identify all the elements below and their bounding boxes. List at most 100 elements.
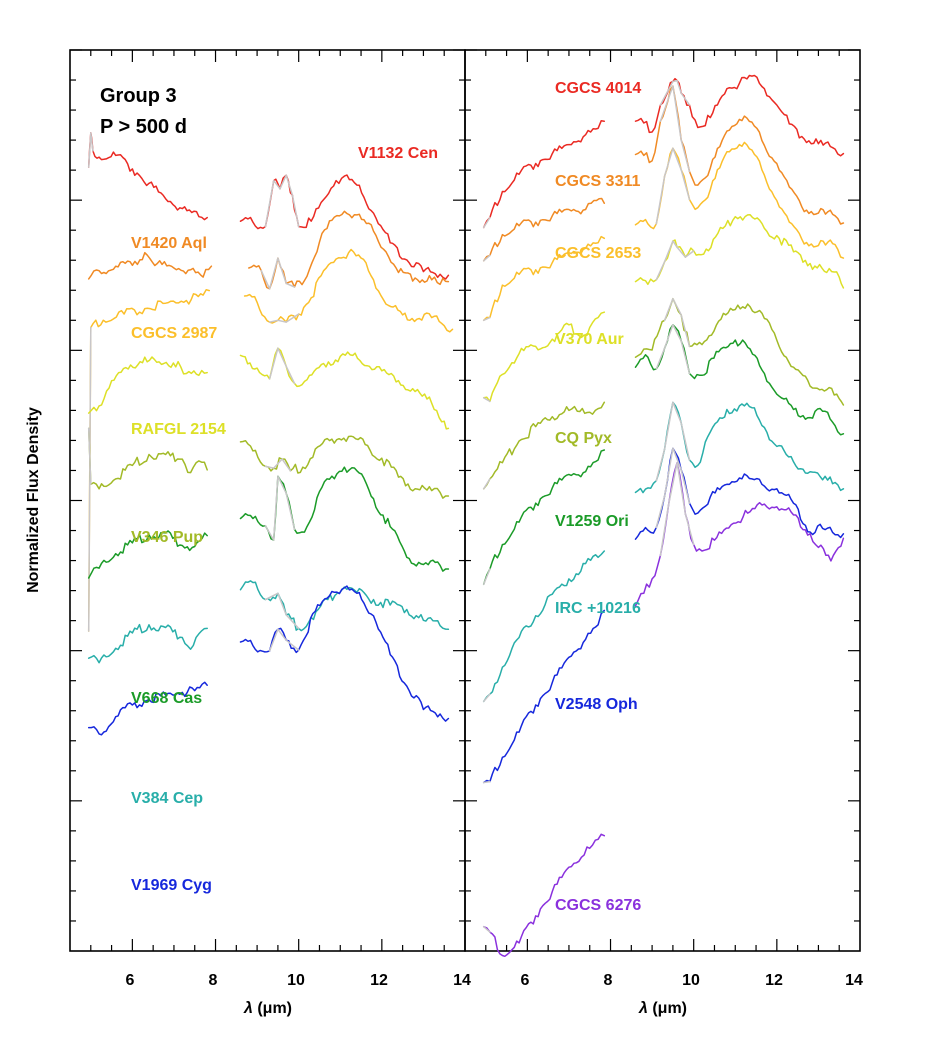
x-axis-label-left: λ (μm) bbox=[243, 1000, 292, 1017]
x-axis-symbol-left: λ bbox=[243, 1000, 253, 1017]
spectrum-v2548-oph-lowsnr-1 bbox=[482, 780, 491, 784]
spectrum-cgcs-2653-lowsnr-1 bbox=[482, 316, 491, 322]
spectrum-v1420-aql-lowsnr-2 bbox=[260, 257, 296, 290]
star-label-v1969-cyg: V1969 Cyg bbox=[131, 877, 212, 894]
star-label-cgcs-2653: CGCS 2653 bbox=[555, 245, 641, 262]
x-tick-label-right-6: 6 bbox=[521, 972, 530, 989]
spectrum-v1420-aql-segment-1 bbox=[87, 251, 213, 280]
x-tick-label-left-12: 12 bbox=[370, 972, 388, 989]
spectrum-cgcs-3311-lowsnr-2 bbox=[659, 85, 691, 173]
spectrum-cgcs-4014-segment-2 bbox=[634, 74, 845, 157]
spectrum-v346-pup-lowsnr-2 bbox=[264, 458, 292, 472]
spectrum-v2548-oph-segment-1 bbox=[482, 609, 606, 784]
star-label-cq-pyx: CQ Pyx bbox=[555, 430, 612, 447]
spectrum-v1132-cen-segment-2 bbox=[239, 174, 450, 280]
star-label-v370-aur: V370 Aur bbox=[555, 331, 624, 348]
x-axis-unit-right: (μm) bbox=[648, 1000, 687, 1017]
spectrum-cq-pyx-lowsnr-2 bbox=[663, 297, 691, 348]
spectrum-v1969-cyg-segment-1 bbox=[87, 681, 208, 736]
spectra-traces bbox=[87, 74, 845, 958]
star-label-cgcs-6276: CGCS 6276 bbox=[555, 897, 641, 914]
star-label-cgcs-2987: CGCS 2987 bbox=[131, 325, 217, 342]
spectrum-v346-pup-lowsnr-1 bbox=[87, 427, 92, 486]
spectrum-v370-aur-lowsnr-2 bbox=[655, 240, 695, 281]
spectrum-irc-10216-lowsnr-2 bbox=[655, 401, 691, 482]
spectrum-v1420-aql-segment-2 bbox=[248, 210, 450, 290]
star-label-v2548-oph: V2548 Oph bbox=[555, 696, 638, 713]
spectrum-cq-pyx-segment-1 bbox=[482, 401, 606, 490]
star-label-v346-pup: V346 Pup bbox=[131, 529, 203, 546]
star-label-v1259-ori: V1259 Ori bbox=[555, 513, 629, 530]
x-tick-label-right-14: 14 bbox=[845, 972, 863, 989]
spectrum-cgcs-2653-segment-2 bbox=[634, 141, 845, 259]
spectrum-cgcs-4014-lowsnr-2 bbox=[659, 79, 691, 106]
spectrum-v2548-oph-lowsnr-2 bbox=[655, 447, 691, 529]
star-label-cgcs-4014: CGCS 4014 bbox=[555, 80, 641, 97]
spectrum-v1259-ori-lowsnr-2 bbox=[655, 324, 691, 375]
spectrum-v384-cep-segment-2 bbox=[239, 580, 450, 632]
x-axis-label-right: λ (μm) bbox=[638, 1000, 687, 1017]
spectrum-cgcs-4014-segment-1 bbox=[482, 120, 606, 229]
x-axis-unit-left: (μm) bbox=[253, 1000, 292, 1017]
spectrum-v1969-cyg-segment-2 bbox=[239, 585, 450, 722]
spectrum-v668-cas-segment-1 bbox=[87, 530, 208, 579]
spectrum-irc-10216-segment-1 bbox=[482, 550, 606, 703]
spectrum-v1259-ori-lowsnr-1 bbox=[482, 568, 491, 586]
spectrum-cgcs-3311-lowsnr-1 bbox=[482, 254, 491, 262]
spectrum-v1969-cyg-lowsnr-2 bbox=[268, 628, 300, 652]
group-title: Group 3 bbox=[100, 85, 177, 107]
spectrum-v1132-cen-lowsnr-1 bbox=[87, 132, 94, 168]
star-label-v1132-cen: V1132 Cen bbox=[358, 145, 438, 162]
x-tick-label-left-6: 6 bbox=[126, 972, 135, 989]
x-tick-label-right-10: 10 bbox=[682, 972, 700, 989]
spectrum-cgcs-2987-segment-2 bbox=[243, 248, 454, 333]
spectrum-cgcs-2987-segment-1 bbox=[87, 288, 211, 632]
spectrum-v1259-ori-segment-1 bbox=[482, 449, 606, 586]
spectrum-rafgl-2154-segment-1 bbox=[87, 356, 208, 414]
spectrum-v1132-cen-segment-1 bbox=[87, 132, 208, 221]
x-tick-label-right-8: 8 bbox=[604, 972, 613, 989]
spectrum-cgcs-2653-lowsnr-2 bbox=[655, 147, 691, 225]
spectrum-irc-10216-lowsnr-1 bbox=[482, 693, 491, 703]
spectrum-cgcs-2653-segment-1 bbox=[482, 235, 606, 322]
spectrum-v370-aur-segment-2 bbox=[634, 214, 845, 289]
spectrum-v384-cep-segment-1 bbox=[87, 623, 208, 664]
x-tick-label-left-14: 14 bbox=[453, 972, 471, 989]
left-panel-frame bbox=[69, 49, 466, 952]
x-tick-label-left-10: 10 bbox=[287, 972, 305, 989]
spectrum-cgcs-6276-lowsnr-2 bbox=[659, 461, 695, 557]
spectrum-cgcs-6276-lowsnr-1 bbox=[482, 925, 491, 933]
spectrum-cgcs-4014-lowsnr-1 bbox=[482, 216, 491, 229]
spectrum-cq-pyx-lowsnr-1 bbox=[482, 478, 491, 490]
x-axis-symbol-right: λ bbox=[638, 1000, 648, 1017]
spectrum-v2548-oph-segment-2 bbox=[634, 447, 845, 540]
spectrum-v346-pup-segment-1 bbox=[87, 427, 208, 490]
star-label-cgcs-3311: CGCS 3311 bbox=[555, 173, 640, 190]
spectrum-v1132-cen-lowsnr-2 bbox=[264, 174, 300, 228]
star-label-irc-10216: IRC +10216 bbox=[555, 600, 641, 617]
spectrum-v384-cep-lowsnr-2 bbox=[264, 592, 300, 630]
x-tick-label-right-12: 12 bbox=[765, 972, 783, 989]
spectrum-cgcs-6276-segment-1 bbox=[482, 833, 606, 958]
spectrum-cgcs-2987-lowsnr-1 bbox=[87, 326, 92, 632]
spectrum-v668-cas-lowsnr-2 bbox=[264, 475, 296, 541]
axis-ticks bbox=[70, 49, 860, 951]
star-label-v668-cas: V668 Cas bbox=[131, 690, 202, 707]
star-label-v1420-aql: V1420 Aql bbox=[131, 235, 207, 252]
period-title: P > 500 d bbox=[100, 116, 187, 138]
spectrum-v668-cas-segment-2 bbox=[239, 466, 450, 572]
x-tick-label-left-8: 8 bbox=[209, 972, 218, 989]
spectrum-v346-pup-segment-2 bbox=[239, 435, 450, 499]
spectrum-cgcs-3311-segment-1 bbox=[482, 197, 606, 262]
spectrum-rafgl-2154-lowsnr-2 bbox=[268, 347, 296, 385]
star-label-rafgl-2154: RAFGL 2154 bbox=[131, 421, 226, 438]
star-label-v384-cep: V384 Cep bbox=[131, 790, 203, 807]
spectrum-cgcs-6276-segment-2 bbox=[634, 461, 845, 607]
spectrum-v370-aur-segment-1 bbox=[482, 311, 606, 403]
spectrum-cgcs-3311-segment-2 bbox=[634, 85, 845, 225]
y-axis-label: Normalized Flux Density bbox=[25, 407, 42, 593]
spectrum-rafgl-2154-segment-2 bbox=[239, 347, 450, 430]
spectrum-cgcs-2987-lowsnr-2 bbox=[268, 313, 300, 323]
spectrum-v370-aur-lowsnr-1 bbox=[482, 397, 491, 403]
